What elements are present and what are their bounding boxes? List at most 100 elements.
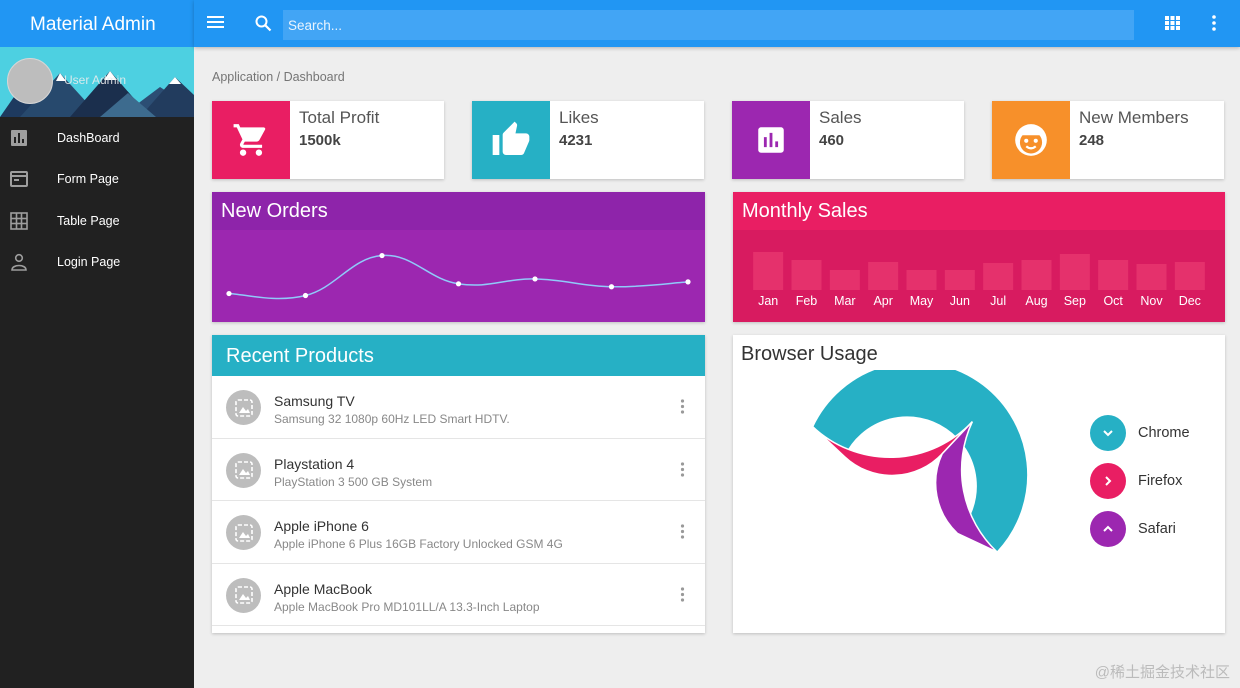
apps-grid-icon[interactable] [1165, 16, 1180, 35]
product-description: Apple MacBook Pro MD101LL/A 13.3-Inch La… [274, 599, 540, 614]
product-description: Apple iPhone 6 Plus 16GB Factory Unlocke… [274, 537, 563, 551]
bar-chart-icon [0, 129, 57, 147]
sidebar-item-table[interactable]: Table Page [0, 200, 194, 242]
sidebar-item-login[interactable]: Login Page [0, 242, 194, 284]
sidebar-menu: DashBoard Form Page Table Page Login Pag… [0, 117, 194, 283]
bar [944, 270, 975, 290]
info-card-new-members: New Members 248 [992, 101, 1224, 179]
user-name: User Admin [64, 73, 127, 87]
data-point [608, 284, 615, 290]
data-point [455, 281, 462, 287]
card-value: 460 [819, 132, 845, 149]
x-tick-label: Jun [950, 294, 970, 308]
avatar[interactable] [7, 58, 53, 104]
card-value: 1500k [299, 132, 341, 149]
bar [829, 270, 860, 290]
more-vert-icon[interactable] [680, 586, 685, 607]
more-vert-icon[interactable] [680, 399, 685, 419]
sidebar-item-dashboard[interactable]: DashBoard [0, 117, 194, 159]
x-tick-label: Sep [1064, 294, 1086, 308]
chevron-right-icon [1090, 463, 1126, 499]
sidebar: Material Admin User Admin DashBoard [0, 0, 194, 688]
product-description: Samsung 32 1080p 60Hz LED Smart HDTV. [274, 412, 510, 426]
hamburger-menu-icon[interactable] [207, 15, 225, 34]
x-tick-label: Mar [834, 294, 856, 308]
chevron-down-icon [1090, 415, 1126, 451]
face-icon [992, 101, 1070, 179]
data-point [685, 279, 691, 285]
panel-title: Browser Usage [741, 343, 878, 365]
x-tick-label: Feb [796, 294, 818, 308]
list-item[interactable]: Playstation 4 PlayStation 3 500 GB Syste… [212, 439, 705, 501]
bar [1136, 264, 1167, 290]
more-vert-icon[interactable] [1211, 15, 1217, 36]
x-tick-label: Aug [1025, 294, 1047, 308]
sidebar-item-label: Table Page [57, 213, 120, 228]
data-point [379, 252, 385, 259]
x-tick-label: Nov [1140, 294, 1163, 308]
panel-title: Monthly Sales [733, 192, 1225, 230]
web-form-icon [0, 171, 57, 188]
card-title: Likes [559, 108, 599, 127]
product-name: Apple MacBook [274, 580, 373, 597]
app-title: Material Admin [0, 0, 194, 47]
monthly-sales-bar-chart: Jan Feb Mar Apr May Jun Jul Aug Sep Oct Nov Dec [753, 252, 1205, 308]
sidebar-item-label: Login Page [57, 255, 121, 270]
card-title: Total Profit [299, 108, 380, 127]
watermark: @稀土掘金技术社区 [1094, 664, 1230, 681]
bar [1098, 260, 1129, 290]
bar [791, 260, 822, 290]
image-placeholder-icon [226, 390, 261, 425]
monthly-sales-chart-area: Jan Feb Mar Apr May Jun Jul Aug Sep Oct Nov Dec [733, 230, 1225, 322]
bar [906, 270, 937, 290]
bar [1059, 254, 1090, 290]
more-vert-icon[interactable] [680, 524, 685, 544]
search-input[interactable] [283, 10, 1134, 40]
product-name: Playstation 4 [274, 455, 355, 472]
profile-banner: User Admin [0, 47, 194, 117]
recent-products-panel: Recent Products Samsung TV Samsung 32 10… [212, 335, 705, 633]
more-vert-icon[interactable] [680, 461, 685, 482]
bar [1021, 260, 1052, 290]
legend-label: Chrome [1138, 425, 1190, 441]
info-card-sales: Sales 460 [732, 101, 964, 179]
legend-item-safari: Safari [1090, 511, 1176, 547]
product-name: Samsung TV [274, 393, 355, 409]
card-title: Sales [819, 108, 862, 127]
list-item[interactable]: Apple iPhone 6 Apple iPhone 6 Plus 16GB … [212, 501, 705, 564]
data-point [226, 290, 232, 297]
x-tick-label: May [910, 294, 934, 308]
grid-table-icon [0, 211, 57, 230]
bar [1174, 262, 1205, 290]
list-item[interactable]: Samsung TV Samsung 32 1080p 60Hz LED Sma… [212, 376, 705, 439]
card-value: 248 [1079, 132, 1105, 149]
pie-slice [934, 421, 998, 553]
x-tick-label: Oct [1103, 294, 1123, 308]
image-placeholder-icon [226, 577, 261, 613]
legend-item-firefox: Firefox [1090, 463, 1182, 499]
legend-item-chrome: Chrome [1090, 415, 1190, 451]
browser-usage-panel: Browser Usage Chrome Firefox Safari [733, 335, 1225, 633]
breadcrumb: Application / Dashboard [212, 70, 345, 84]
thumb-up-icon [472, 101, 550, 179]
sidebar-item-form[interactable]: Form Page [0, 159, 194, 201]
bar [983, 263, 1014, 290]
search-icon[interactable] [255, 15, 272, 37]
card-value: 4231 [559, 132, 593, 149]
image-placeholder-icon [226, 452, 261, 488]
legend-label: Firefox [1138, 473, 1183, 489]
x-tick-label: Dec [1179, 294, 1201, 308]
chevron-up-icon [1090, 511, 1126, 547]
x-tick-label: Jul [990, 294, 1006, 308]
product-name: Apple iPhone 6 [274, 518, 369, 534]
new-orders-line-chart [226, 252, 691, 300]
list-item[interactable]: Apple MacBook Apple MacBook Pro MD101LL/… [212, 564, 705, 626]
series-line [228, 254, 689, 300]
panel-title: New Orders [212, 192, 705, 230]
sidebar-item-label: DashBoard [57, 130, 120, 145]
product-description: PlayStation 3 500 GB System [274, 474, 433, 489]
info-card-total-profit: Total Profit 1500k [212, 101, 444, 179]
card-title: New Members [1079, 108, 1189, 127]
assessment-icon [732, 101, 810, 179]
bar [868, 262, 899, 290]
